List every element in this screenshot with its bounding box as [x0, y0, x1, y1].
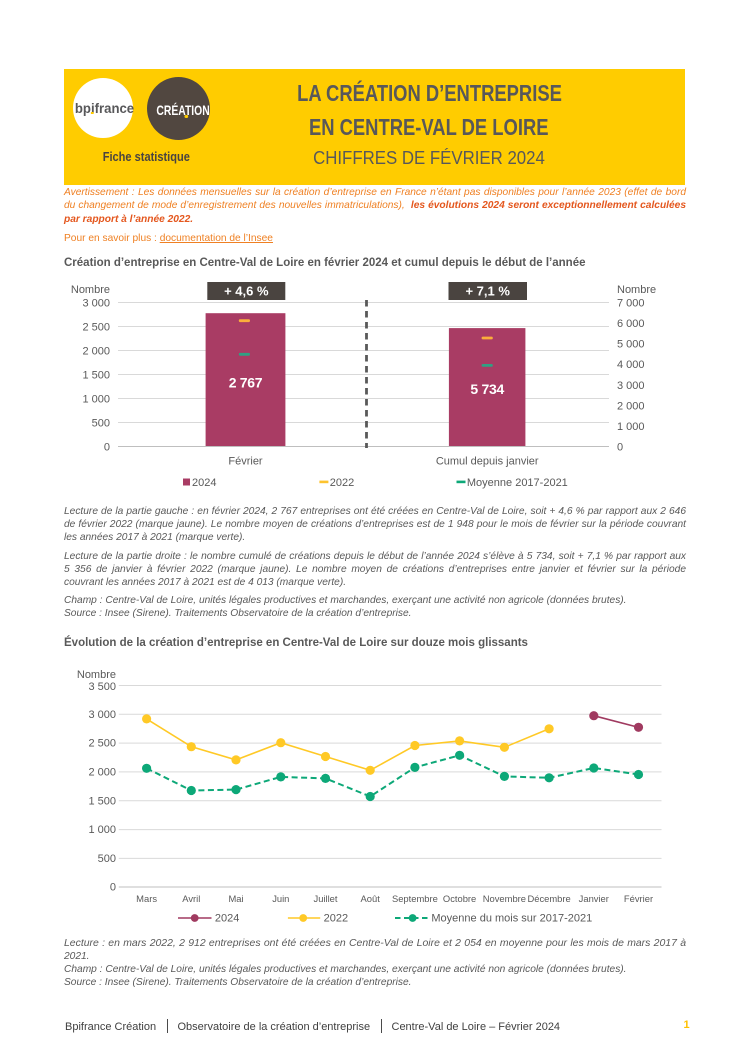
svg-text:2 500: 2 500: [88, 738, 116, 750]
svg-text:2022: 2022: [324, 913, 348, 925]
svg-text:2 500: 2 500: [82, 322, 110, 334]
svg-text:1 500: 1 500: [82, 370, 110, 382]
svg-text:1 000: 1 000: [88, 824, 116, 836]
svg-text:Février: Février: [228, 456, 263, 468]
svg-text:Mai: Mai: [228, 893, 243, 904]
svg-text:0: 0: [104, 442, 110, 454]
svg-text:1 000: 1 000: [617, 421, 645, 433]
svg-text:3 500: 3 500: [88, 681, 116, 693]
svg-text:3 000: 3 000: [88, 709, 116, 721]
svg-text:Septembre: Septembre: [392, 893, 438, 904]
svg-text:2 000: 2 000: [617, 400, 645, 412]
svg-text:500: 500: [98, 853, 116, 865]
svg-text:2 000: 2 000: [82, 346, 110, 358]
svg-text:6 000: 6 000: [617, 318, 645, 330]
svg-text:0: 0: [110, 882, 116, 894]
svg-text:1 000: 1 000: [82, 394, 110, 406]
svg-text:1 500: 1 500: [88, 795, 116, 807]
svg-text:0: 0: [617, 442, 623, 454]
svg-text:Nombre: Nombre: [71, 284, 110, 296]
svg-text:500: 500: [92, 418, 110, 430]
svg-text:Février: Février: [624, 893, 653, 904]
svg-text:7 000: 7 000: [617, 298, 645, 310]
svg-text:2024: 2024: [192, 477, 216, 489]
svg-text:Nombre: Nombre: [617, 284, 656, 296]
svg-text:Moyenne du mois sur 2017-2021: Moyenne du mois sur 2017-2021: [431, 913, 592, 925]
svg-text:Novembre: Novembre: [483, 893, 526, 904]
svg-text:3 000: 3 000: [82, 298, 110, 310]
svg-text:Décembre: Décembre: [527, 893, 570, 904]
svg-text:Avril: Avril: [182, 893, 200, 904]
svg-text:2 767: 2 767: [229, 375, 263, 391]
svg-text:Nombre: Nombre: [77, 669, 116, 681]
svg-text:2024: 2024: [215, 913, 239, 925]
svg-text:3 000: 3 000: [617, 380, 645, 392]
svg-text:Cumul depuis janvier: Cumul depuis janvier: [436, 456, 539, 468]
svg-text:Janvier: Janvier: [579, 893, 609, 904]
svg-text:Moyenne 2017-2021: Moyenne 2017-2021: [467, 477, 568, 489]
svg-text:Juin: Juin: [272, 893, 289, 904]
svg-text:Mars: Mars: [136, 893, 157, 904]
svg-text:Août: Août: [361, 893, 381, 904]
svg-text:+ 7,1 %: + 7,1 %: [465, 284, 510, 299]
svg-text:5 734: 5 734: [470, 381, 504, 397]
svg-text:Octobre: Octobre: [443, 893, 476, 904]
svg-text:2022: 2022: [330, 477, 354, 489]
svg-text:2 000: 2 000: [88, 766, 116, 778]
svg-text:+ 4,6 %: + 4,6 %: [224, 284, 269, 299]
svg-text:4 000: 4 000: [617, 359, 645, 371]
svg-text:Juillet: Juillet: [314, 893, 338, 904]
svg-text:5 000: 5 000: [617, 339, 645, 351]
